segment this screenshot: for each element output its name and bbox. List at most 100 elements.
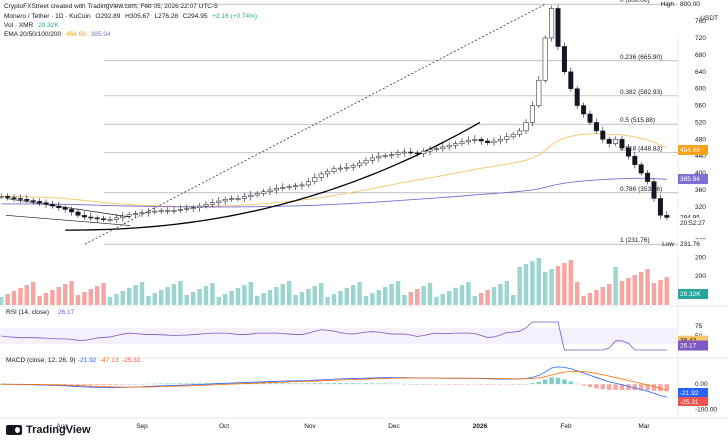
macd-histogram-bar	[440, 384, 446, 385]
macd-histogram-bar	[370, 383, 375, 385]
macd-value: -21.92	[78, 357, 97, 364]
volume-bar	[472, 296, 478, 305]
x-axis-label: Dec	[388, 423, 400, 430]
price-axis-tick: 320	[695, 204, 706, 211]
candle-body	[139, 212, 145, 215]
volume-bar	[459, 285, 465, 305]
volume-bar	[312, 286, 318, 305]
candle-body	[43, 202, 49, 205]
volume-bar	[248, 282, 254, 305]
macd-histogram-bar	[638, 384, 644, 391]
candle-body	[542, 37, 548, 81]
candle-body	[17, 198, 23, 200]
candle-body	[459, 141, 465, 144]
volume-bar	[376, 290, 382, 305]
macd-histogram-bar	[389, 383, 394, 385]
candle-body	[651, 181, 657, 199]
volume-bar	[402, 295, 407, 305]
ema-line: EMA 20/50/100/200 454.68 385.94	[4, 31, 114, 39]
tradingview-mark-icon	[6, 425, 22, 435]
volume-bar	[638, 272, 644, 305]
macd-histogram-bar	[504, 384, 510, 385]
currency-label: USDT	[700, 15, 718, 22]
candle-body	[49, 204, 55, 207]
candle-body	[472, 139, 478, 141]
price-tag-box	[678, 174, 708, 185]
candle-body	[337, 167, 343, 170]
candle-body	[568, 71, 574, 89]
candle-body	[286, 186, 292, 188]
macd-histogram-bar	[158, 383, 164, 385]
price-tag-value: 20:52:27	[680, 220, 706, 227]
macd-histogram-bar	[395, 383, 401, 385]
macd-histogram-bar	[664, 384, 670, 392]
candle-body	[581, 105, 587, 115]
candle-body	[619, 139, 625, 149]
price-axis-tick: 520	[695, 119, 706, 126]
fib-level-label: 0.382 (582.93)	[620, 89, 662, 96]
candle-body	[433, 148, 439, 150]
candle-body	[517, 130, 523, 135]
candle-body	[331, 168, 337, 172]
volume-bar	[210, 283, 215, 305]
candle-body	[203, 204, 209, 207]
volume-bar	[56, 287, 62, 305]
candle-body	[293, 185, 299, 188]
volume-bar	[178, 281, 183, 305]
volume-bar	[24, 285, 30, 305]
fib-level-label: 0.5 (515.88)	[620, 117, 655, 124]
x-axis-label: Feb	[560, 423, 572, 430]
candle-body	[523, 122, 529, 132]
attribution-text: CryptoFXStreet created with TradingView.…	[4, 3, 218, 10]
candle-body	[273, 188, 279, 191]
volume-bar	[600, 287, 606, 305]
price-axis-tick: 720	[695, 35, 706, 42]
candle-body	[440, 146, 446, 149]
macd-histogram-bar	[568, 381, 574, 385]
volume-bar	[146, 296, 151, 305]
candle-body	[11, 197, 17, 199]
volume-bar	[280, 284, 286, 305]
volume-bar	[517, 267, 522, 305]
price-tag-value: 385.94	[680, 176, 700, 183]
x-axis-label: Aug	[56, 423, 68, 430]
candle-body	[401, 151, 407, 154]
candle-body	[369, 157, 375, 161]
volume-bar	[613, 267, 618, 305]
macd-histogram-bar	[382, 383, 388, 385]
macd-title: MACD (close, 12, 26, 9)	[6, 357, 75, 364]
fib-level-label: 0.618 (448.83)	[620, 145, 662, 152]
candle-body	[190, 207, 196, 209]
macd-histogram-bar	[56, 384, 62, 385]
candle-body	[101, 218, 107, 220]
price-tag-value: 800.00	[680, 1, 700, 8]
candle-body	[216, 200, 222, 203]
volume-bar	[165, 287, 170, 305]
candle-body	[30, 200, 36, 202]
macd-histogram-bar	[152, 383, 158, 385]
macd-histogram-bar	[197, 383, 202, 385]
macd-histogram-bar	[306, 383, 311, 385]
price-axis-tick: 440	[695, 153, 706, 160]
price-axis-tick: 760	[695, 18, 706, 25]
candle-body	[382, 155, 388, 157]
macd-histogram-bar	[133, 384, 138, 385]
price-axis-tick: 200	[695, 255, 706, 262]
volume-bar	[101, 283, 106, 305]
macd-histogram-bar	[658, 384, 663, 392]
volume-bar	[158, 290, 164, 305]
volume-bar	[293, 295, 298, 305]
volume-axis-tick: 200	[695, 273, 706, 280]
volume-bar	[5, 294, 10, 305]
volume-bar	[350, 285, 356, 305]
candle-body	[427, 149, 433, 152]
price-tag-label: Low	[662, 241, 674, 248]
volume-bar	[107, 297, 113, 305]
candle-body	[197, 205, 203, 208]
candle-body	[165, 210, 171, 212]
candle-body	[414, 152, 420, 155]
candle-body	[625, 147, 631, 157]
volume-line: Vol · XMR 29.32K	[4, 22, 62, 30]
candle-body	[645, 172, 651, 182]
macd-histogram-bar	[229, 383, 234, 385]
